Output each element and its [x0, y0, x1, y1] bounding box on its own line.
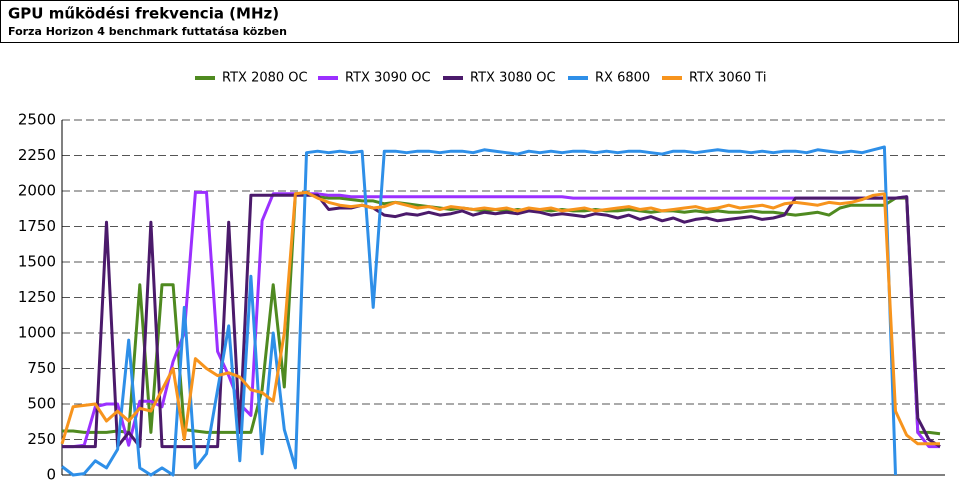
legend-label: RTX 3080 OC — [470, 71, 556, 86]
legend-label: RX 6800 — [595, 71, 650, 86]
series-line — [62, 193, 941, 449]
y-tick-label: 1250 — [18, 288, 56, 306]
legend-label: RTX 3060 Ti — [689, 71, 766, 86]
y-tick-label: 1000 — [18, 324, 56, 342]
y-tick-label: 2000 — [18, 182, 56, 200]
series-line — [60, 190, 940, 446]
y-tick-label: 250 — [27, 430, 56, 448]
y-tick-label: 1500 — [18, 253, 56, 271]
series-line — [61, 145, 897, 477]
series-line — [62, 190, 940, 449]
header-box — [0, 0, 959, 43]
chart-subtitle: Forza Horizon 4 benchmark futtatása közb… — [8, 25, 287, 38]
chart-title: GPU működési frekvencia (MHz) — [8, 5, 279, 23]
y-tick-label: 1750 — [18, 217, 56, 235]
legend-label: RTX 3090 OC — [345, 71, 431, 86]
y-tick-label: 750 — [27, 359, 56, 377]
y-tick-label: 0 — [46, 466, 56, 484]
legend-label: RTX 2080 OC — [222, 71, 308, 86]
y-tick-label: 500 — [27, 395, 56, 413]
y-tick-label: 2250 — [18, 146, 56, 164]
y-tick-label: 2500 — [18, 111, 56, 129]
